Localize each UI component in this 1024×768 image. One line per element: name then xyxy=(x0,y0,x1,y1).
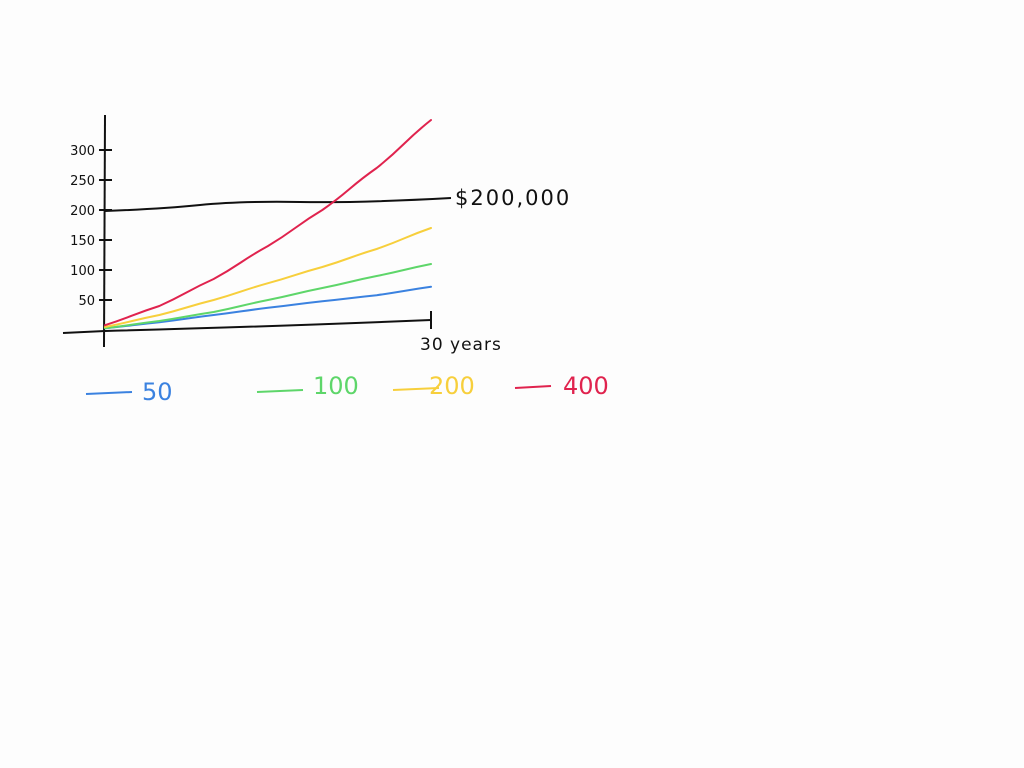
legend-label: 50 xyxy=(142,378,173,406)
legend-swatch xyxy=(256,389,304,393)
legend-item-50: 50 xyxy=(85,378,173,406)
reference-line-label: $200,000 xyxy=(455,186,571,210)
y-tick-label: 100 xyxy=(70,264,95,279)
legend-swatch xyxy=(392,387,440,391)
legend-item-100: 100 xyxy=(256,372,359,400)
legend-swatch xyxy=(85,391,133,395)
legend-swatch xyxy=(514,385,552,389)
legend-label: 400 xyxy=(563,372,609,400)
legend-item-400: 400 xyxy=(514,372,609,400)
y-axis xyxy=(103,114,106,348)
series-line-200 xyxy=(104,227,432,328)
legend-item-200: 200 xyxy=(392,372,475,400)
series-line-100 xyxy=(104,263,432,330)
series-line-50 xyxy=(104,285,432,330)
legend-label: 200 xyxy=(429,372,475,400)
y-tick-label: 250 xyxy=(70,174,95,189)
legend-label: 100 xyxy=(313,372,359,400)
series-line-400 xyxy=(104,119,432,327)
x-axis-label: 30 years xyxy=(420,335,502,355)
y-tick-label: 50 xyxy=(78,294,95,309)
y-tick-label: 200 xyxy=(70,204,95,219)
y-tick-label: 150 xyxy=(70,234,95,249)
x-axis xyxy=(62,319,432,334)
reference-line xyxy=(104,197,452,212)
y-tick-label: 300 xyxy=(70,144,95,159)
